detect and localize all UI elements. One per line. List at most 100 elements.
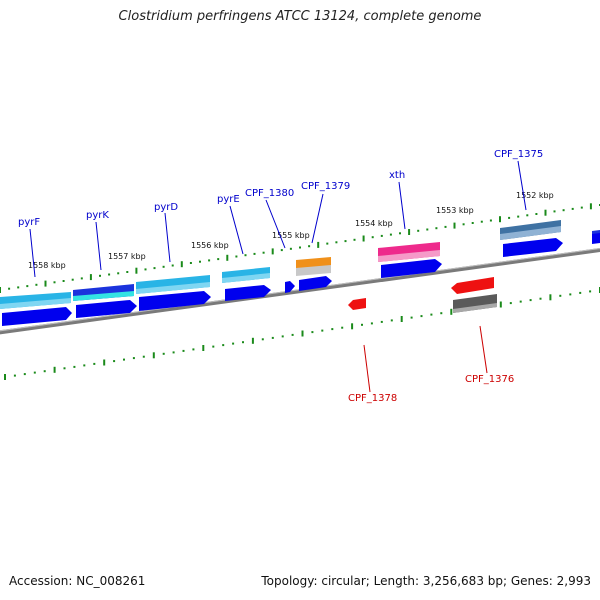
tick-mark — [462, 223, 465, 226]
CPF_1379-feature-box-shade — [296, 265, 331, 276]
tick-mark — [152, 352, 155, 359]
tick-mark — [508, 216, 511, 219]
tick-label: 1555 kbp — [272, 231, 310, 240]
tick-mark — [480, 220, 483, 223]
tick-mark — [244, 254, 247, 257]
tick-mark — [444, 225, 447, 228]
tick-mark — [453, 222, 456, 229]
CPF_1376-feature-box-shade — [453, 303, 497, 313]
tick-mark — [242, 341, 244, 344]
tick-mark — [549, 294, 552, 301]
tick-mark — [509, 302, 512, 305]
tick-mark — [162, 352, 165, 355]
tick-mark — [489, 219, 492, 222]
tick-mark — [113, 360, 116, 363]
tick-mark — [399, 232, 401, 235]
topology-text: Topology: circular; Length: 3,256,683 bp… — [261, 574, 591, 588]
outer-tick-track — [0, 203, 600, 293]
tick-mark — [89, 274, 92, 281]
tick-mark — [331, 328, 334, 331]
tick-mark — [271, 336, 274, 339]
genome-backbone — [0, 248, 600, 335]
tick-mark — [192, 348, 195, 351]
tick-mark — [410, 316, 413, 319]
CPF_1378-gene-arrow — [348, 298, 366, 310]
tick-mark — [73, 365, 76, 368]
tick-mark — [172, 351, 175, 354]
gene-labels: pyrF pyrK pyrD pyrE CPF_1380 CPF_1379 xt… — [18, 149, 543, 404]
CPF_1379-gene-arrow — [299, 276, 332, 291]
tick-mark — [341, 326, 344, 329]
tick-mark — [426, 228, 429, 231]
tick-mark — [162, 265, 165, 268]
tick-mark — [562, 209, 565, 212]
pyrD-feature-box-shade — [136, 282, 210, 294]
accession-text: Accession: NC_008261 — [9, 574, 146, 588]
tick-mark — [380, 234, 383, 237]
gene-label-pyrE: pyrE — [217, 194, 240, 205]
tick-mark — [13, 374, 16, 377]
tick-mark — [35, 283, 38, 286]
pyrD-gene-arrow — [139, 291, 211, 311]
tick-mark — [351, 323, 354, 330]
pyrE-gene-arrow — [225, 285, 271, 301]
tick-mark — [440, 312, 443, 315]
tick-mark — [291, 333, 294, 336]
tick-mark — [23, 373, 26, 376]
edge-gene-arrow — [592, 233, 600, 244]
tick-labels: 1558 kbp 1557 kbp 1556 kbp 1555 kbp 1554… — [28, 191, 554, 270]
tick-mark — [199, 260, 201, 263]
tick-mark — [553, 210, 556, 213]
tick-mark — [262, 251, 265, 254]
tick-mark — [280, 249, 283, 252]
gene-label-pyrD: pyrD — [154, 202, 178, 213]
tick-mark — [142, 355, 145, 358]
CPF_1379-leader — [311, 193, 324, 244]
tick-mark — [117, 272, 120, 275]
gene-label-pyrF: pyrF — [18, 217, 40, 228]
tick-mark — [389, 233, 392, 236]
gene-label-pyrK: pyrK — [86, 210, 109, 221]
tick-mark — [400, 316, 403, 322]
reverse-gene-arrows — [348, 277, 497, 313]
tick-mark — [217, 258, 220, 261]
tick-mark — [53, 366, 56, 373]
tick-mark — [370, 322, 373, 325]
label-leader-lines — [29, 160, 527, 393]
tick-mark — [499, 301, 502, 308]
pyrF-leader — [29, 228, 36, 278]
tick-mark — [281, 335, 284, 338]
pyrF-gene-arrow — [2, 307, 72, 326]
tick-mark — [539, 297, 542, 300]
tick-mark — [417, 229, 420, 232]
pyrK-leader — [95, 221, 102, 271]
pyrK-feature-box-shade — [73, 291, 134, 301]
tick-mark — [8, 287, 11, 290]
gene-label-xth: xth — [389, 170, 405, 181]
tick-mark — [362, 235, 365, 242]
tick-mark — [33, 371, 36, 374]
tick-mark — [99, 274, 101, 277]
tick-mark — [335, 241, 338, 244]
tick-mark — [182, 349, 185, 352]
tick-label: 1558 kbp — [28, 261, 66, 270]
tick-mark — [353, 238, 356, 241]
tick-label: 1554 kbp — [355, 219, 393, 228]
CPF_1376-gene-arrow — [451, 277, 494, 294]
tick-mark — [212, 345, 215, 348]
CPF_1375-feature-box-shade — [500, 226, 561, 240]
tick-mark — [326, 242, 329, 245]
tick-mark — [93, 362, 96, 365]
inner-tick-track — [4, 287, 600, 380]
tick-mark — [289, 247, 292, 250]
tick-mark — [253, 252, 256, 255]
tick-mark — [53, 281, 56, 284]
tick-mark — [311, 331, 314, 334]
tick-mark — [208, 259, 211, 262]
tick-mark — [235, 255, 238, 258]
pyrK-gene-arrow — [76, 300, 137, 318]
tick-mark — [43, 370, 46, 373]
tick-mark — [80, 277, 83, 280]
forward-feature-track — [0, 220, 600, 309]
